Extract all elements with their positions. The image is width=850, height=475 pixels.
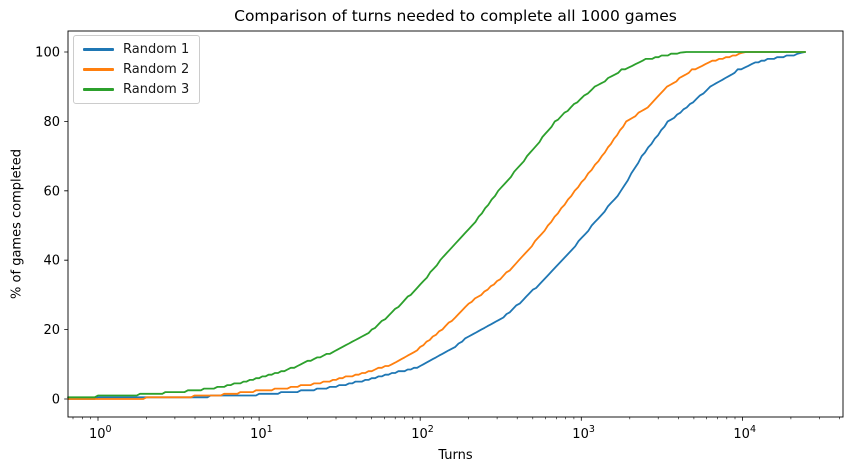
x-tick-label: 102 <box>411 424 434 442</box>
y-tick-label: 60 <box>43 184 60 199</box>
x-tick-label: 103 <box>572 424 595 442</box>
legend-label: Random 3 <box>123 82 190 97</box>
y-tick-label: 80 <box>43 115 60 130</box>
y-tick-label: 20 <box>43 323 60 338</box>
x-axis-minor-ticks <box>72 417 840 420</box>
legend-label: Random 2 <box>123 62 190 77</box>
legend-line-swatch <box>83 68 114 71</box>
series-line-random-1 <box>67 51 806 400</box>
series-line-random-3 <box>67 51 806 399</box>
y-tick-label: 100 <box>35 46 60 61</box>
x-tick-label: 101 <box>250 424 273 442</box>
y-axis-major-ticks <box>64 51 68 400</box>
chart-title: Comparison of turns needed to complete a… <box>234 7 677 25</box>
legend-item-random-3: Random 3 <box>83 82 189 97</box>
x-axis-major-ticks <box>97 417 743 421</box>
legend-label: Random 1 <box>123 42 190 57</box>
x-axis-label: Turns <box>438 448 473 463</box>
y-tick-label: 40 <box>43 254 60 269</box>
legend-item-random-2: Random 2 <box>83 62 189 77</box>
x-tick-label: 104 <box>733 424 756 442</box>
legend-line-swatch <box>83 48 114 51</box>
series-line-random-2 <box>67 51 806 400</box>
y-tick-label: 0 <box>52 393 60 408</box>
legend-line-swatch <box>83 88 114 91</box>
legend-item-random-1: Random 1 <box>83 42 189 57</box>
plot-border <box>67 30 844 418</box>
y-axis-label: % of games completed <box>9 149 25 299</box>
x-tick-label: 100 <box>89 424 112 442</box>
legend: Random 1 Random 2 Random 3 <box>73 35 201 104</box>
